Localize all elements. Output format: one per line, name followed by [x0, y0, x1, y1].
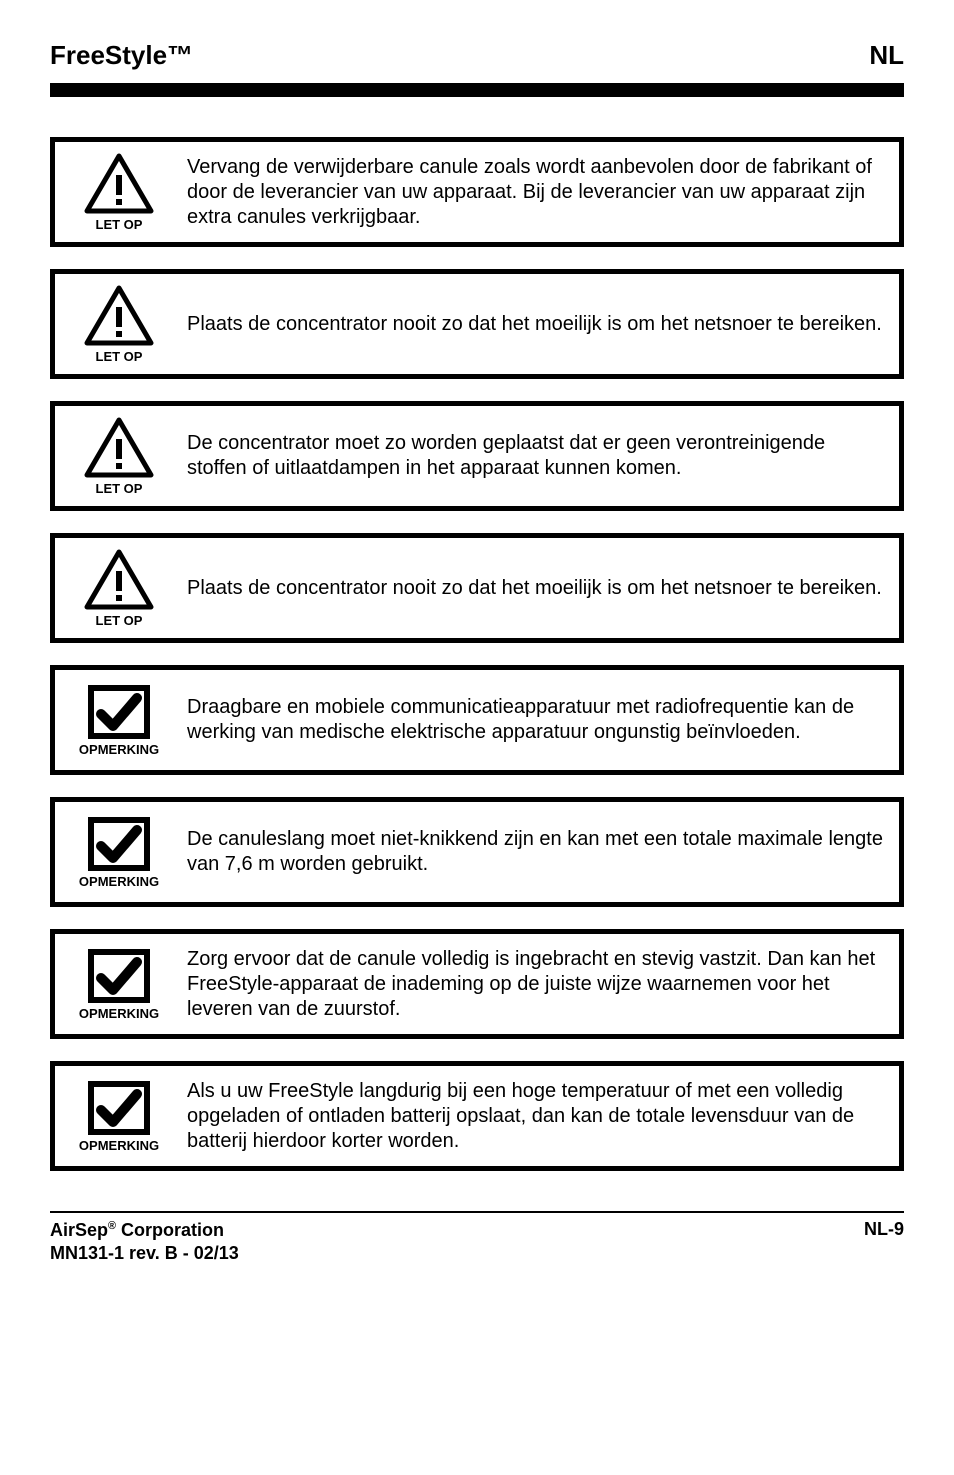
caution-icon-wrap: LET OP: [69, 285, 169, 364]
note-icon-wrap: OPMERKING: [69, 948, 169, 1021]
note-icon-wrap: OPMERKING: [69, 684, 169, 757]
caution-icon: [84, 417, 154, 479]
notice-text: De concentrator moet zo worden geplaatst…: [187, 431, 885, 481]
note-icon-wrap: OPMERKING: [69, 816, 169, 889]
note-icon: [87, 684, 151, 740]
icon-label: LET OP: [96, 613, 143, 628]
notice-box: OPMERKING Zorg ervoor dat de canule volle…: [50, 929, 904, 1039]
page-number: NL-9: [864, 1219, 904, 1240]
notice-text: De canuleslang moet niet-knikkend zijn e…: [187, 827, 885, 877]
company-name: AirSep® Corporation: [50, 1220, 224, 1240]
caution-icon: [84, 549, 154, 611]
footer-company-block: AirSep® Corporation MN131-1 rev. B - 02/…: [50, 1219, 239, 1266]
language-code: NL: [869, 40, 904, 71]
notice-box: LET OP De concentrator moet zo worden gep…: [50, 401, 904, 511]
notice-box: OPMERKING Als u uw FreeStyle langdurig bi…: [50, 1061, 904, 1171]
notice-list: LET OP Vervang de verwijderbare canule zo…: [50, 137, 904, 1171]
notice-box: LET OP Plaats de concentrator nooit zo da…: [50, 533, 904, 643]
page-footer: AirSep® Corporation MN131-1 rev. B - 02/…: [50, 1219, 904, 1266]
note-icon: [87, 948, 151, 1004]
icon-label: OPMERKING: [79, 1138, 159, 1153]
notice-box: OPMERKING De canuleslang moet niet-knikke…: [50, 797, 904, 907]
caution-icon: [84, 153, 154, 215]
notice-text: Als u uw FreeStyle langdurig bij een hog…: [187, 1079, 885, 1154]
icon-label: OPMERKING: [79, 874, 159, 889]
product-title: FreeStyle™: [50, 40, 193, 71]
footer-divider: [50, 1211, 904, 1213]
notice-box: LET OP Vervang de verwijderbare canule zo…: [50, 137, 904, 247]
icon-label: OPMERKING: [79, 742, 159, 757]
notice-text: Plaats de concentrator nooit zo dat het …: [187, 576, 885, 601]
notice-box: OPMERKING Draagbare en mobiele communicat…: [50, 665, 904, 775]
icon-label: LET OP: [96, 349, 143, 364]
note-icon: [87, 816, 151, 872]
caution-icon-wrap: LET OP: [69, 417, 169, 496]
note-icon-wrap: OPMERKING: [69, 1080, 169, 1153]
icon-label: LET OP: [96, 481, 143, 496]
notice-text: Vervang de verwijderbare canule zoals wo…: [187, 155, 885, 230]
note-icon: [87, 1080, 151, 1136]
notice-text: Zorg ervoor dat de canule volledig is in…: [187, 947, 885, 1022]
caution-icon: [84, 285, 154, 347]
caution-icon-wrap: LET OP: [69, 153, 169, 232]
revision-code: MN131-1 rev. B - 02/13: [50, 1243, 239, 1263]
page-header: FreeStyle™ NL: [50, 40, 904, 71]
icon-label: OPMERKING: [79, 1006, 159, 1021]
icon-label: LET OP: [96, 217, 143, 232]
notice-text: Draagbare en mobiele communicatieapparat…: [187, 695, 885, 745]
header-divider: [50, 83, 904, 97]
caution-icon-wrap: LET OP: [69, 549, 169, 628]
notice-box: LET OP Plaats de concentrator nooit zo da…: [50, 269, 904, 379]
notice-text: Plaats de concentrator nooit zo dat het …: [187, 312, 885, 337]
